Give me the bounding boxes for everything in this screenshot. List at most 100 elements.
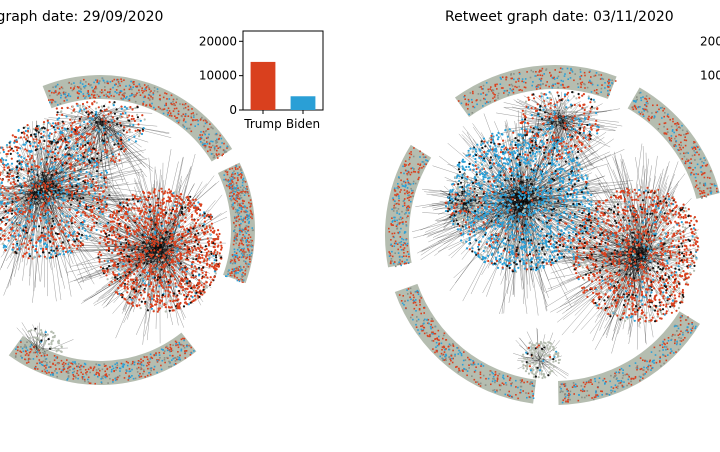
node <box>28 189 31 192</box>
node <box>24 237 27 240</box>
ring-node <box>246 244 249 247</box>
ring-node <box>232 202 235 205</box>
node <box>25 138 28 141</box>
node <box>60 194 64 197</box>
ring-node <box>169 361 171 363</box>
edge <box>41 339 74 354</box>
ring-node <box>100 381 103 383</box>
ring-node <box>45 367 47 369</box>
edge <box>165 204 183 249</box>
node <box>52 236 55 239</box>
ring-node <box>240 278 242 280</box>
ring-node <box>67 375 70 377</box>
ring-node <box>148 360 150 362</box>
node <box>76 167 80 170</box>
node <box>121 255 124 258</box>
ring-node <box>172 344 174 346</box>
ring-node <box>34 351 37 354</box>
edge <box>160 242 168 319</box>
node <box>72 197 75 200</box>
ring-node <box>210 140 212 143</box>
ring-node <box>166 109 168 112</box>
node <box>65 162 68 165</box>
node <box>143 226 146 229</box>
ring-node <box>67 370 69 372</box>
node <box>31 180 34 183</box>
ring-node <box>206 136 209 139</box>
node <box>18 162 21 165</box>
ring-node <box>128 370 131 373</box>
node <box>70 147 73 150</box>
ring-node <box>219 146 222 148</box>
ring-node <box>132 82 134 84</box>
node <box>27 204 30 207</box>
node <box>100 230 103 233</box>
node <box>22 224 25 228</box>
ring-node <box>27 358 30 360</box>
node <box>208 257 211 260</box>
ring-node <box>249 209 252 212</box>
ring-node <box>246 188 248 190</box>
node <box>173 199 177 202</box>
ring-node <box>30 344 33 346</box>
node <box>37 230 40 233</box>
ring-node <box>240 238 243 240</box>
node <box>122 282 125 285</box>
ring-node <box>19 340 22 342</box>
ring-node <box>78 92 80 95</box>
ring-node <box>104 86 106 88</box>
node <box>74 135 77 138</box>
node <box>51 156 54 159</box>
node <box>31 163 34 166</box>
ring-node <box>183 118 185 120</box>
ring-node <box>139 368 142 371</box>
node <box>59 145 63 148</box>
ring-node <box>243 266 245 268</box>
ring-node <box>20 355 22 357</box>
node <box>8 175 11 178</box>
ring-node <box>230 175 233 177</box>
node <box>219 241 222 244</box>
ring-node <box>48 90 50 92</box>
ring-node <box>67 93 70 95</box>
node <box>62 177 65 180</box>
ring-node <box>250 244 253 246</box>
node <box>2 158 5 161</box>
node <box>29 144 32 147</box>
ring-node <box>241 188 244 191</box>
ring-node <box>237 204 239 207</box>
ring-node <box>247 237 249 239</box>
ring-node <box>240 173 242 175</box>
ring-node <box>231 167 234 170</box>
ring-node <box>204 118 206 121</box>
ring-node <box>56 376 58 378</box>
node <box>43 255 47 258</box>
ring-node <box>230 187 232 190</box>
node <box>26 165 29 168</box>
ring-node <box>245 225 248 227</box>
ring-node <box>236 172 239 174</box>
ring-node <box>237 269 240 271</box>
ring-node <box>238 218 240 221</box>
ring-node <box>89 382 92 385</box>
ring-node <box>177 358 180 361</box>
node <box>28 239 31 242</box>
node <box>198 266 201 269</box>
ring-node <box>137 360 140 362</box>
ring-node <box>54 364 57 366</box>
node <box>139 307 142 310</box>
ring-node <box>95 373 97 375</box>
node <box>14 194 17 197</box>
node <box>37 187 40 190</box>
node <box>172 294 175 297</box>
ring-node <box>67 363 70 366</box>
ring-node <box>213 155 216 157</box>
ring-node <box>24 344 26 346</box>
ring-node <box>49 101 51 104</box>
node <box>30 205 33 208</box>
ring-node <box>110 370 113 373</box>
node <box>103 195 106 199</box>
node <box>209 217 212 221</box>
node <box>175 194 178 197</box>
node <box>29 207 32 210</box>
